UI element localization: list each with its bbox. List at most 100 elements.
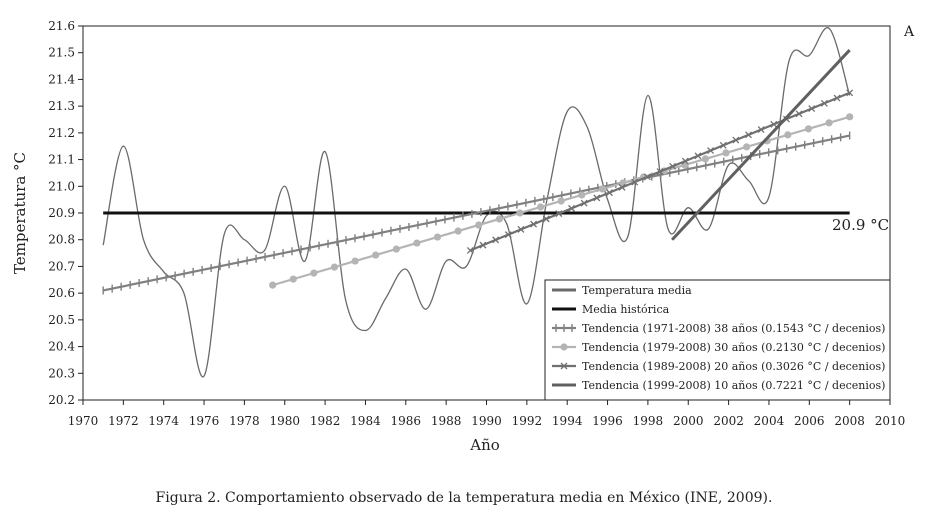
trend-1989-2008-marker [593,194,601,202]
legend-label: Media histórica [582,303,670,316]
trend-1989-2008-marker [479,241,487,249]
x-tick-label: 1984 [350,414,381,428]
trend-1979-2008-marker [578,191,586,199]
trend-1979-2008-marker [846,113,854,121]
legend-label: Tendencia (1999-2008) 10 años (0.7221 °C… [582,379,885,392]
trend-1989-2008-marker [846,89,854,97]
legend-label: Tendencia (1979-2008) 30 años (0.2130 °C… [582,341,885,354]
trend-1989-2008-marker [707,147,715,155]
trend-1989-2008-marker [669,162,677,170]
trend-1979-2008-marker [804,125,813,133]
y-tick-label: 20.5 [48,313,75,327]
trend-1979-2008-marker [330,263,339,271]
trend-1989-2008-marker [618,183,626,191]
legend-label: Tendencia (1971-2008) 38 años (0.1543 °C… [582,322,885,335]
trend-1979-2008-marker [433,233,442,241]
x-tick-label: 2002 [713,414,744,428]
x-tick-label: 2006 [794,414,825,428]
trend-1979-2008-marker [784,131,792,139]
y-tick-label: 21.3 [48,99,75,113]
trend-1979-2008-marker [392,245,400,253]
legend-label: Temperatura media [582,284,692,297]
x-axis-title: Año [469,436,500,454]
trend-1989-2008-marker [656,168,664,176]
x-tick-label: 1980 [269,414,300,428]
trend-1989-2008-marker [504,231,512,239]
y-tick-label: 20.4 [48,340,75,354]
trend-1989-2008-marker [466,246,474,254]
trend-1979-2008-marker [310,269,318,277]
y-tick-label: 21.5 [48,46,75,60]
x-tick-label: 1998 [633,414,664,428]
x-tick-label: 2008 [834,414,865,428]
legend-box [544,279,891,401]
trend-1979-2008-marker [289,275,297,283]
x-tick-label: 1994 [552,414,583,428]
x-tick-label: 1996 [592,414,623,428]
trend-1989-2008-marker [605,189,613,197]
x-tick-label: 2004 [754,414,785,428]
trend-1979-2008-marker [825,119,833,127]
trend-1989-2008-marker [643,173,651,181]
trend-1989-2008-marker [757,126,765,134]
trend-1989-2008-marker [555,210,563,218]
y-tick-label: 20.2 [48,393,75,407]
trend-1979-2008-marker [475,221,483,229]
trend-1979-2008-marker [269,281,277,289]
panel-label: A [903,24,915,40]
y-tick-label: 21.1 [48,153,75,167]
y-tick-label: 20.9 [48,206,75,220]
legend: Temperatura media Media histórica Tendenci… [544,279,891,401]
trend-1989-2008-marker [770,120,778,128]
legend-label: Tendencia (1989-2008) 20 años (0.3026 °C… [582,360,885,373]
trend-1979-2008-marker [413,239,421,247]
trend-1989-2008-marker [833,94,841,102]
x-tick-label: 1986 [391,414,422,428]
trend-1989-2008-marker [631,178,639,186]
trend-1979-2008-marker [557,197,565,205]
x-tick-label: 1970 [68,414,99,428]
trend-1999-2008-line [671,49,851,241]
trend-1979-2008-marker [598,185,606,193]
y-tick-label: 21.6 [48,19,75,33]
y-tick-label: 20.6 [48,286,75,300]
trend-1979-2008-marker [516,209,524,217]
x-tick-label: 1990 [471,414,502,428]
trend-1989-2008-marker [517,225,525,233]
trend-1979-2008-marker [536,203,545,211]
trend-1989-2008-marker [820,99,828,107]
trend-1989-2008-marker [542,215,550,223]
trend-1989-2008-marker [795,110,803,118]
x-tick-label: 1976 [189,414,220,428]
x-tick-label: 1974 [148,414,179,428]
trend-1989-2008-marker [745,131,752,139]
temperature-chart: 1970 1972 1974 1976 1978 1980 1982 1984 1986 1988… [11,19,915,454]
y-tick-label: 21.4 [48,72,75,86]
y-tick-label: 21.0 [48,179,75,193]
trend-1979-2008-marker [351,257,359,265]
historical-mean-label: 20.9 °C [832,216,889,234]
trend-1989-2008-marker [808,105,816,113]
trend-1979-2008-marker [743,143,751,151]
trend-1979-2008-marker [722,149,730,157]
trend-1979-2008-marker [454,227,462,235]
x-tick-label: 1988 [431,414,462,428]
y-axis-title: Temperatura °C [11,152,29,274]
y-tick-label: 20.3 [48,366,75,380]
trend-1989-2008-marker [694,152,702,160]
trend-1989-2008-marker [732,136,740,144]
x-tick-label: 1972 [108,414,139,428]
trend-1989-2008-marker [492,236,500,244]
y-tick-label: 21.2 [48,126,75,140]
legend-marker [560,362,568,370]
x-tick-label: 1992 [512,414,543,428]
y-tick-label: 20.7 [48,259,75,273]
trend-1971-2008-line [102,134,850,292]
x-tick-label: 1978 [229,414,260,428]
figure-caption: Figura 2. Comportamiento observado de la… [155,490,773,506]
trend-1979-2008-marker [701,155,709,163]
trend-1989-2008-marker [719,141,727,149]
trend-1979-2008-marker [372,251,380,259]
temperature-mean-line [102,27,851,378]
trend-1989-2008-marker [568,204,575,212]
